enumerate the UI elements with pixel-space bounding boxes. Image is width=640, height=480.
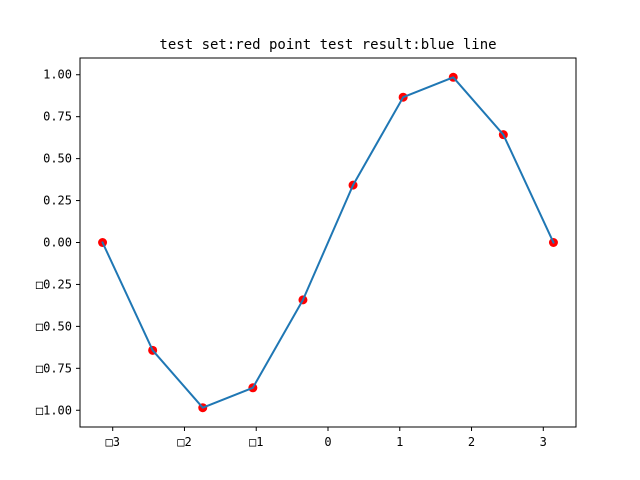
x-tick-label: 0 [324,435,331,449]
plot-area [98,72,558,413]
x-axis: □3 □2 □1 0 1 2 3 [105,427,547,449]
y-tick-label: 0.00 [43,236,72,250]
x-tick-label: 3 [540,435,547,449]
y-tick-label: 0.50 [43,152,72,166]
x-tick-label: 1 [396,435,403,449]
y-tick-label: 1.00 [43,68,72,82]
y-tick-label: □0.75 [36,361,72,375]
x-tick-label: □1 [249,435,263,449]
x-tick-label: □3 [105,435,119,449]
y-axis: 1.00 0.75 0.50 0.25 0.00 □0.25 □0.50 □0.75 □1.00 [36,68,80,417]
x-tick-label: 2 [468,435,475,449]
x-tick-label: □2 [177,435,191,449]
series-line [101,76,555,409]
chart-title: test set:red point test result:blue line [159,37,496,53]
y-tick-label: □0.25 [36,277,72,291]
y-tick-label: 0.25 [43,194,72,208]
y-tick-label: 0.75 [43,110,72,124]
y-tick-label: □1.00 [36,403,72,417]
y-tick-label: □0.50 [36,319,72,333]
